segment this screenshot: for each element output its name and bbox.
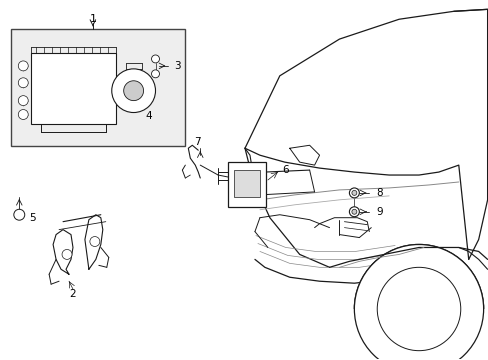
Bar [234, 170, 260, 197]
Circle shape [151, 70, 159, 78]
Text: 6: 6 [281, 165, 288, 175]
Circle shape [62, 249, 72, 260]
Circle shape [349, 188, 359, 198]
Circle shape [123, 81, 143, 100]
Circle shape [18, 109, 28, 120]
Text: 2: 2 [69, 289, 76, 299]
Circle shape [151, 55, 159, 63]
Circle shape [18, 78, 28, 88]
Circle shape [376, 267, 460, 351]
Text: 1: 1 [89, 14, 96, 24]
Circle shape [351, 209, 356, 214]
Text: 5: 5 [29, 213, 36, 223]
Circle shape [18, 96, 28, 105]
Text: 4: 4 [145, 112, 152, 121]
Circle shape [351, 190, 356, 195]
Circle shape [14, 209, 25, 220]
Circle shape [354, 244, 483, 360]
Circle shape [18, 61, 28, 71]
Text: 8: 8 [375, 188, 382, 198]
Bar [11, 29, 185, 146]
Circle shape [90, 237, 100, 247]
Text: 9: 9 [375, 207, 382, 217]
Text: 7: 7 [194, 137, 201, 147]
Circle shape [112, 69, 155, 113]
Bar [227, 162, 265, 207]
Text: 3: 3 [174, 61, 181, 71]
Circle shape [349, 207, 359, 217]
Bar [31, 53, 116, 125]
